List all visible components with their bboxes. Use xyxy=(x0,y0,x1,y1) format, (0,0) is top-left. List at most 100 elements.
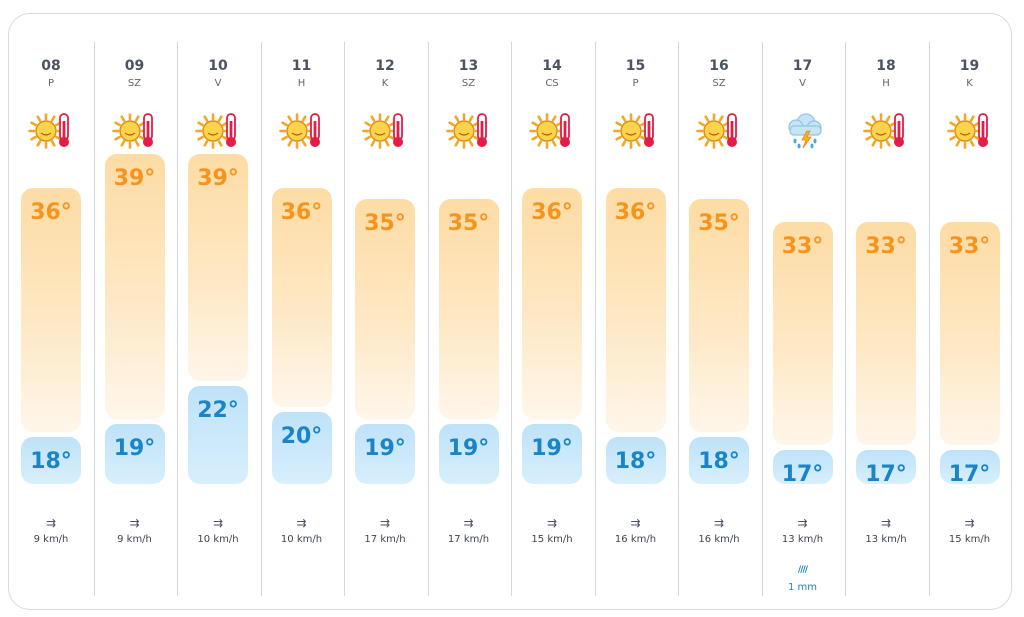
column-divider xyxy=(427,42,429,596)
max-temp-bar: 36° xyxy=(21,187,81,433)
max-temp-label: 35° xyxy=(364,211,406,237)
rain-drizzle-icon: //// xyxy=(797,565,808,575)
sun-thermometer-icon xyxy=(26,109,76,151)
sun-thermometer-icon xyxy=(277,109,327,151)
min-temp-bar: 22° xyxy=(188,386,248,484)
day-name: V xyxy=(799,78,806,89)
wind-arrow-icon: ⇉ xyxy=(212,516,224,530)
min-temp-label: 17° xyxy=(781,462,824,487)
day-name: SZ xyxy=(127,78,142,89)
column-divider xyxy=(93,42,95,596)
day-name: V xyxy=(214,78,222,89)
wind-speed: 17 km/h xyxy=(447,534,490,545)
min-temp-bar: 19° xyxy=(104,424,165,484)
sun-thermometer-icon xyxy=(527,109,577,151)
day-column[interactable]: 12 K 35° 19° ⇉ 17 km/h xyxy=(343,42,427,596)
wind-arrow-icon: ⇉ xyxy=(964,516,975,530)
day-column[interactable]: 18 H 33° 17° ⇉ 13 km/h xyxy=(844,42,928,596)
wind-speed: 16 km/h xyxy=(614,534,657,545)
sun-thermometer-icon xyxy=(694,109,744,151)
day-number: 08 xyxy=(41,58,61,74)
min-temp-bar: 18° xyxy=(605,437,666,484)
day-column[interactable]: 10 V 39° 22° ⇉ 10 km/h xyxy=(176,42,260,596)
max-temp-bar: 35° xyxy=(689,199,749,433)
day-column[interactable]: 13 SZ 35° 19° ⇉ 17 km/h xyxy=(427,42,511,596)
max-temp-bar: 36° xyxy=(605,187,666,433)
min-temp-bar: 19° xyxy=(438,424,499,484)
max-temp-bar: 33° xyxy=(772,221,833,445)
max-temp-label: 33° xyxy=(865,233,907,259)
column-divider xyxy=(594,42,596,596)
wind-speed: 10 km/h xyxy=(280,534,323,545)
column-divider xyxy=(344,42,345,596)
day-name: K xyxy=(381,78,389,89)
max-temp-bar: 39° xyxy=(188,154,248,381)
wind-arrow-icon: ⇉ xyxy=(45,516,57,530)
min-temp-bar: 17° xyxy=(939,450,1000,487)
day-name: P xyxy=(632,78,639,89)
wind-arrow-icon: ⇉ xyxy=(797,516,808,530)
day-column[interactable]: 09 SZ 39° 19° ⇉ 9 km/h xyxy=(93,42,177,596)
sun-thermometer-icon xyxy=(444,109,494,151)
day-column[interactable]: 15 P 36° 18° ⇉ 16 km/h xyxy=(594,42,678,596)
day-number: 15 xyxy=(625,58,646,74)
sun-thermometer-icon xyxy=(945,109,995,151)
wind-arrow-icon: ⇉ xyxy=(880,516,892,530)
day-name: CS xyxy=(545,78,559,89)
day-column[interactable]: 19 K 33° 17° ⇉ 15 km/h xyxy=(928,42,1012,596)
wind-speed: 10 km/h xyxy=(197,534,239,545)
day-column[interactable]: 08 P 36° 18° ⇉ 9 km/h xyxy=(9,42,93,596)
min-temp-label: 19° xyxy=(113,436,156,462)
wind-arrow-icon: ⇉ xyxy=(713,516,725,530)
max-temp-bar: 36° xyxy=(271,187,332,407)
min-temp-label: 17° xyxy=(865,462,907,487)
day-number: 12 xyxy=(375,58,395,74)
day-name: H xyxy=(297,78,306,89)
min-temp-bar: 18° xyxy=(689,437,749,484)
max-temp-label: 39° xyxy=(197,166,239,191)
wind-arrow-icon: ⇉ xyxy=(630,516,641,530)
wind-speed: 16 km/h xyxy=(698,534,740,545)
max-temp-bar: 35° xyxy=(438,199,499,420)
wind-speed: 13 km/h xyxy=(865,534,907,545)
min-temp-bar: 17° xyxy=(856,450,916,487)
day-name: H xyxy=(882,78,890,89)
wind-speed: 13 km/h xyxy=(781,534,824,545)
day-number: 17 xyxy=(792,58,813,74)
max-temp-bar: 33° xyxy=(939,221,1000,445)
column-divider xyxy=(678,42,679,596)
max-temp-label: 36° xyxy=(531,199,573,225)
min-temp-label: 22° xyxy=(197,398,239,423)
max-temp-bar: 36° xyxy=(522,187,582,420)
day-column[interactable]: 16 SZ 35° 18° ⇉ 16 km/h xyxy=(677,42,761,596)
max-temp-label: 36° xyxy=(614,199,657,225)
max-temp-bar: 35° xyxy=(355,199,415,420)
min-temp-bar: 20° xyxy=(271,411,332,484)
max-temp-label: 33° xyxy=(781,233,824,259)
day-name: P xyxy=(47,78,55,89)
wind-speed: 15 km/h xyxy=(531,534,573,545)
min-temp-bar: 17° xyxy=(772,450,833,487)
column-divider xyxy=(177,42,178,596)
day-column[interactable]: 14 CS 36° 19° ⇉ 15 km/h xyxy=(510,42,594,596)
min-temp-label: 19° xyxy=(531,436,573,462)
day-name: K xyxy=(966,78,973,89)
max-temp-label: 39° xyxy=(113,166,156,191)
min-temp-label: 19° xyxy=(364,436,406,462)
day-number: 14 xyxy=(542,58,562,74)
day-column[interactable]: 11 H 36° 20° ⇉ 10 km/h xyxy=(260,42,344,596)
wind-arrow-icon: ⇉ xyxy=(546,516,558,530)
sun-thermometer-icon xyxy=(360,109,410,151)
rain-amount: 1 mm xyxy=(787,582,818,593)
wind-arrow-icon: ⇉ xyxy=(129,516,140,530)
max-temp-label: 36° xyxy=(30,199,72,225)
day-column[interactable]: 17 V 33° 17° ⇉ 13 km/h //// 1 mm xyxy=(761,42,845,596)
column-divider xyxy=(761,42,763,596)
min-temp-bar: 19° xyxy=(522,424,582,484)
min-temp-label: 18° xyxy=(698,449,740,475)
max-temp-bar: 33° xyxy=(856,221,916,445)
max-temp-label: 36° xyxy=(280,199,323,225)
wind-arrow-icon: ⇉ xyxy=(463,516,474,530)
min-temp-label: 20° xyxy=(280,423,323,449)
min-temp-bar: 19° xyxy=(355,424,415,484)
